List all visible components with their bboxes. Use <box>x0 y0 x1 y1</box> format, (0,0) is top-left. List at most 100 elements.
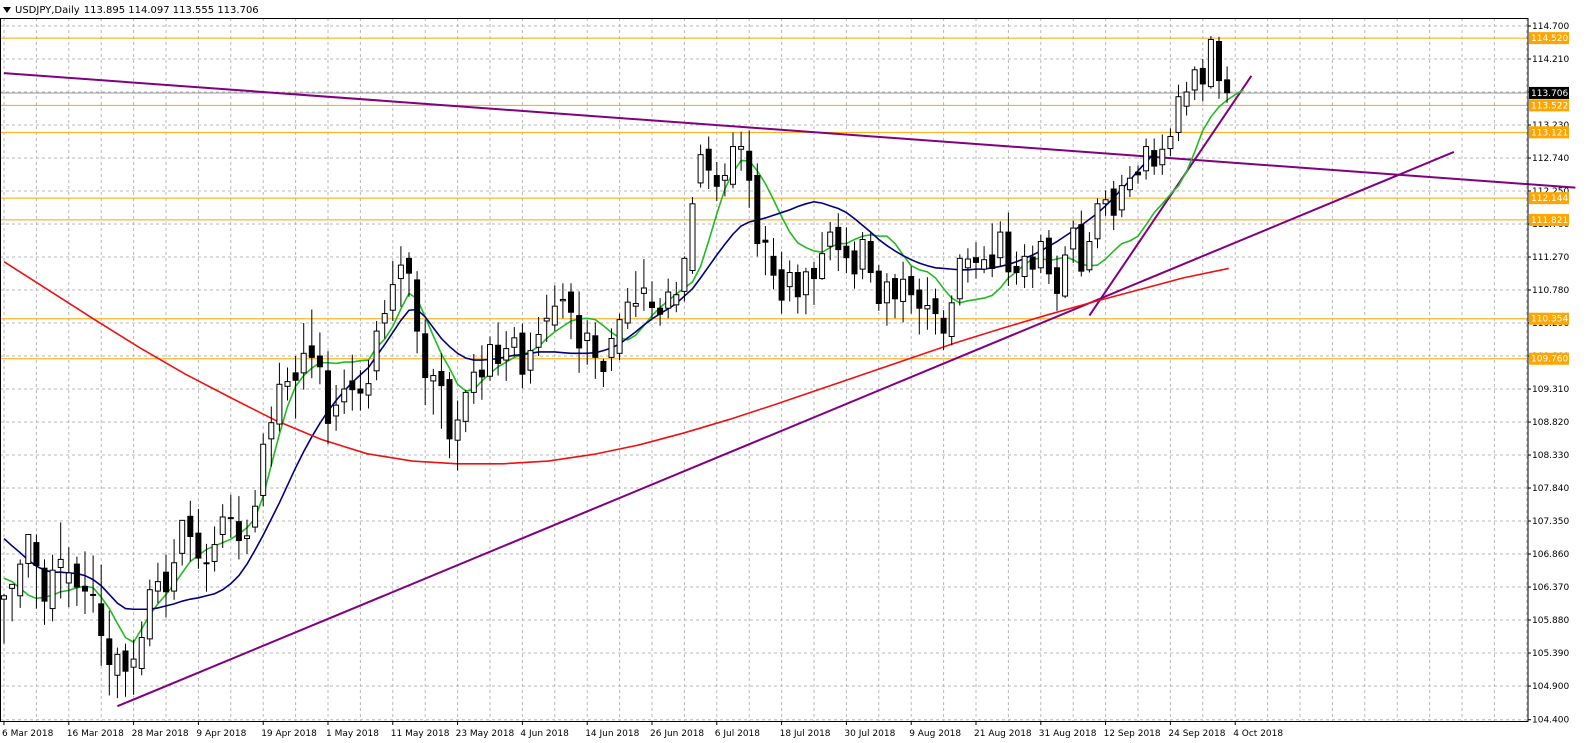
candle-body-bear <box>1054 267 1060 294</box>
candle-body-bull <box>65 572 72 584</box>
candle-body-bull <box>470 371 477 393</box>
candle-body-bear <box>349 380 356 391</box>
candle-body-bull <box>608 338 615 358</box>
trendline-short-term-up <box>1088 75 1253 317</box>
candle-body-bull <box>511 337 518 348</box>
y-tick-label: 113.230 <box>1532 121 1569 131</box>
candle-body-bear <box>973 257 979 263</box>
level-label: 109.760 <box>1531 355 1568 365</box>
axes: 114.700114.210113.720113.230112.740112.2… <box>0 18 1569 739</box>
candle-body-bear <box>98 603 105 637</box>
y-tick-label: 111.270 <box>1532 253 1569 263</box>
candle-body-bear <box>762 239 769 243</box>
x-tick-label: 24 Sep 2018 <box>1168 729 1225 739</box>
candle-body-bull <box>171 562 178 592</box>
candle-body-bear <box>1135 171 1141 176</box>
candle-body-bull <box>632 302 639 307</box>
y-tick-label: 104.900 <box>1532 682 1569 692</box>
dropdown-triangle-icon[interactable] <box>3 7 11 13</box>
candle-body-bull <box>25 533 32 564</box>
level-label-box <box>1529 192 1569 205</box>
candle-body-bear <box>1224 79 1231 94</box>
candle-body-bull <box>503 348 510 361</box>
candle-body-bear <box>478 369 485 378</box>
candle-body-bull <box>179 519 186 554</box>
candle-body-bull <box>802 271 809 296</box>
candles <box>1 36 1231 699</box>
candle-body-bear <box>649 301 655 309</box>
price-labels: 114.520 113.522 113.121 112.144 111.821 110.3… <box>1529 32 1569 365</box>
candle-body-bear <box>357 388 364 394</box>
candle-body-bull <box>1183 91 1190 107</box>
candle-body-bull <box>624 301 631 324</box>
x-tick-label: 4 Oct 2018 <box>1233 729 1283 739</box>
y-tick-label: 105.880 <box>1532 616 1569 626</box>
candle-body-bear <box>657 307 664 315</box>
candle-body-bull <box>130 658 137 668</box>
candle-body-bull <box>827 231 834 247</box>
candle-body-bull <box>430 375 437 382</box>
plot-frame <box>0 18 1529 722</box>
y-tick-label: 112.250 <box>1532 187 1569 197</box>
candle-body-bull <box>276 383 283 425</box>
candle-body-bear <box>754 175 761 245</box>
x-tick-label: 23 May 2018 <box>456 729 515 739</box>
x-tick-label: 14 Jun 2018 <box>585 729 639 739</box>
candle-body-bear <box>1078 224 1085 272</box>
candle-body-bull <box>219 516 226 535</box>
candle-body-bear <box>414 279 421 332</box>
ma-line-MA-slow <box>3 261 1229 465</box>
candle-body-bull <box>616 319 623 354</box>
candle-body-bear <box>592 335 599 358</box>
x-tick-label: 12 Sep 2018 <box>1104 729 1161 739</box>
candle-body-bull <box>527 350 534 371</box>
candle-body-bull <box>154 581 161 592</box>
candle-body-bear <box>235 521 242 542</box>
candle-body-bull <box>373 330 380 372</box>
candle-body-bull <box>997 231 1004 259</box>
candle-body-bull <box>721 175 728 181</box>
candle-body-bear <box>227 517 234 520</box>
candle-body-bear <box>187 515 194 538</box>
candle-body-bull <box>1126 177 1133 191</box>
candle-body-bull <box>956 257 963 300</box>
candle-body-bull <box>883 281 890 304</box>
x-tick-label: 28 Mar 2018 <box>132 729 189 739</box>
candle-body-bull <box>738 146 745 150</box>
candle-body-bear <box>1045 237 1052 275</box>
y-tick-label: 112.740 <box>1532 154 1569 164</box>
candle-body-bull <box>1143 146 1150 172</box>
candle-body-bull <box>665 291 672 309</box>
candle-body-bear <box>1151 150 1158 167</box>
candle-body-bull <box>1175 96 1182 133</box>
x-tick-label: 19 Apr 2018 <box>261 729 317 739</box>
grid <box>0 18 1528 721</box>
trendlines <box>3 72 1576 708</box>
candle-body-bull <box>697 154 704 184</box>
candle-body-bull <box>284 381 291 387</box>
candle-body-bear <box>892 278 898 300</box>
x-tick-label: 31 Aug 2018 <box>1039 729 1097 739</box>
candle-body-bull <box>57 558 64 568</box>
x-tick-label: 4 Jun 2018 <box>520 729 569 739</box>
y-tick-label: 106.860 <box>1532 550 1569 560</box>
candle-body-bull <box>365 383 372 396</box>
candle-body-bear <box>438 371 445 387</box>
candle-body-bear <box>1005 231 1012 273</box>
candle-body-bear <box>916 289 923 309</box>
candle-body-bull <box>900 278 907 302</box>
candle-body-bull <box>260 443 267 496</box>
x-tick-label: 6 Jul 2018 <box>715 729 760 739</box>
candle-body-bear <box>576 315 583 349</box>
candle-body-bear <box>600 360 607 373</box>
chart-title-bar: USDJPY,Daily 113.895 114.097 113.555 113… <box>3 3 259 17</box>
candle-body-bear <box>989 254 996 269</box>
candle-body-bear <box>406 257 412 274</box>
candle-body-bull <box>244 535 250 540</box>
candle-body-bear <box>1013 265 1020 274</box>
candle-body-bull <box>203 562 210 565</box>
trendline-long-term-up <box>117 151 1455 708</box>
candle-body-bear <box>82 585 88 592</box>
candle-body-bull <box>389 284 396 311</box>
